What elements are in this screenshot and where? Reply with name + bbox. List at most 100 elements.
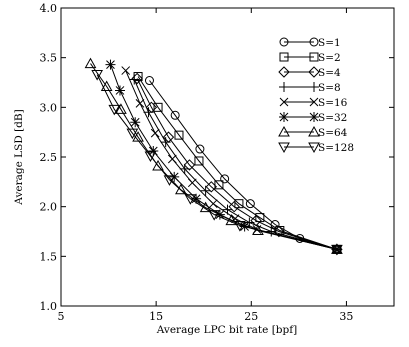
y-tick-label: 2.5 [40,151,58,164]
plot-frame [60,7,395,307]
legend-label: S=32 [318,112,347,124]
data-point [84,57,97,69]
y-tick-label: 1.0 [40,300,58,313]
legend-entry: S=4 [278,66,341,79]
data-point [152,159,164,171]
legend-entry: S=1 [279,37,341,49]
data-point [208,210,221,221]
legend-marker [278,125,290,137]
data-point [170,110,180,120]
x-tick-label: 15 [149,310,163,323]
series-s-128 [91,70,343,256]
data-point [252,224,264,236]
series-s-8 [129,74,342,255]
data-point [175,183,187,195]
legend-marker [279,37,289,47]
data-point [273,225,285,238]
legend-marker [308,125,320,137]
legend-marker [278,142,290,154]
data-point [183,159,196,171]
data-point [100,80,113,91]
data-point [220,174,230,184]
series-line [90,63,338,250]
data-point [167,154,177,164]
data-point [184,194,197,205]
legend-marker [279,52,289,62]
data-point [194,156,204,166]
legend-marker [278,66,290,78]
data-point [163,175,176,186]
series-line [96,74,338,250]
data-point [143,107,154,118]
legend-marker [309,112,319,122]
legend-entry: S=16 [279,97,348,109]
y-tick-label: 4.0 [40,2,58,15]
series-line [137,76,338,250]
data-point [153,102,163,112]
legend-label: S=128 [318,142,354,154]
legend-label: S=16 [318,97,348,109]
legend-entry: S=2 [279,52,341,64]
data-point [195,144,205,154]
data-point [130,117,141,128]
data-point [126,128,139,140]
legend-label: S=2 [318,52,341,64]
y-tick-label: 3.5 [40,52,58,65]
legend-marker [309,37,319,47]
data-point [225,214,238,226]
legend-marker [309,97,319,107]
data-point [187,178,197,188]
legend-marker [279,97,289,107]
data-point [105,59,116,70]
series-s-16 [121,66,342,254]
data-point [150,128,160,138]
data-point [191,193,202,204]
y-tick-label: 3.0 [40,101,58,114]
legend-label: S=4 [318,67,341,79]
y-tick-label: 1.5 [40,250,58,263]
legend-marker [308,66,320,78]
x-tick-label: 25 [244,310,258,323]
data-point [174,130,184,140]
legend-marker [279,82,289,92]
axis-ticks: 5 15 25 35 1.0 1.5 2.0 2.5 3.0 3.5 4.0 [40,2,394,323]
data-point [228,200,240,213]
data-point [234,199,244,209]
data-point [121,66,131,75]
legend-marker [279,112,289,122]
data-point [266,226,277,237]
y-axis-label: Average LSD [dB] [13,109,25,205]
legend-entry: S=64 [278,125,348,139]
data-point [331,244,342,255]
series-s-32 [105,59,342,255]
legend-label: S=1 [318,37,341,49]
legend-entry: S=32 [279,112,347,124]
data-point [144,151,157,163]
data-point [91,70,104,81]
data-point [179,163,190,174]
data-point [114,85,125,96]
legend-entry: S=128 [278,142,354,154]
data-point [200,185,211,196]
x-tick-label: 35 [339,310,353,323]
series-s-64 [84,57,343,254]
data-point [115,103,127,114]
legend-marker [309,52,319,62]
data-point [129,74,140,85]
data-point [208,199,218,209]
legend: S=1 S=2 S=4 S=8 S=16 S=32 S=64 S=128 [278,37,354,154]
data-point [160,137,171,148]
data-point [245,199,255,209]
data-point [135,99,145,108]
data-point [148,146,159,157]
series-layer [84,57,343,256]
data-point [144,76,154,86]
data-point [205,181,218,193]
data-point [108,104,121,116]
data-point [331,244,343,256]
legend-entry: S=8 [279,82,341,94]
x-tick-label: 5 [58,310,65,323]
x-axis-label: Average LPC bit rate [bpf] [156,324,297,336]
legend-label: S=64 [318,127,348,139]
